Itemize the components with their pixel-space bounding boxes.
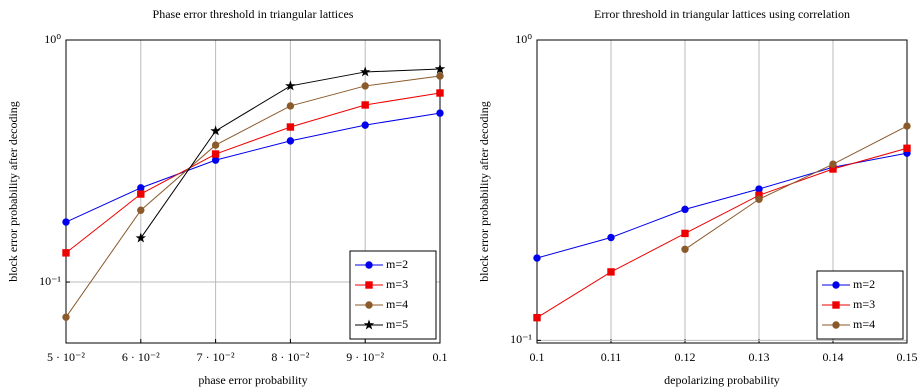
legend-label: m=2	[386, 257, 408, 271]
data-point	[135, 232, 147, 243]
data-point	[903, 122, 911, 130]
series-line	[684, 125, 908, 250]
data-point	[210, 125, 221, 136]
x-tick-label: 0.12	[675, 350, 696, 364]
data-point	[62, 313, 70, 321]
legend-marker	[365, 301, 373, 309]
legend-marker	[832, 301, 840, 309]
data-point	[286, 102, 295, 110]
data-point	[434, 63, 446, 74]
data-point	[681, 205, 689, 214]
data-point	[607, 233, 615, 242]
series-line	[536, 147, 908, 319]
series-line	[65, 112, 441, 223]
series-line	[65, 75, 441, 318]
x-tick-label: 0.14	[823, 350, 844, 364]
x-tick-label: 0.1	[530, 350, 545, 364]
data-point	[607, 268, 615, 276]
data-point	[286, 123, 295, 131]
legend-marker	[363, 319, 375, 330]
data-point	[436, 109, 444, 117]
legend-label: m=3	[853, 297, 875, 311]
data-point	[533, 313, 541, 322]
data-point	[533, 254, 541, 262]
y-tick-label: 10⁻¹	[510, 332, 532, 346]
data-point	[829, 160, 837, 168]
series-line	[536, 152, 908, 259]
data-point	[361, 82, 369, 90]
x-tick-label: 0.15	[897, 350, 918, 364]
x-tick-label: 9 · 10⁻²	[346, 350, 384, 364]
x-tick-label: 0.1	[433, 350, 448, 364]
data-point	[681, 245, 689, 253]
legend-marker	[832, 321, 840, 329]
data-point	[903, 144, 911, 152]
legend-label: m=4	[853, 317, 875, 331]
data-point	[62, 218, 70, 226]
x-tick-label: 0.11	[601, 350, 622, 364]
x-tick-label: 8 · 10⁻²	[271, 350, 309, 364]
y-axis-label: block error probability after decoding	[477, 101, 491, 282]
data-point	[361, 101, 369, 109]
legend-label: m=4	[386, 297, 408, 311]
series-line	[65, 92, 441, 254]
chart-title: Error threshold in triangular lattices u…	[594, 7, 850, 21]
plot-frame	[65, 39, 441, 344]
x-tick-label: 6 · 10⁻²	[122, 350, 160, 364]
data-point	[62, 249, 70, 257]
data-point	[211, 150, 220, 158]
data-point	[285, 80, 296, 91]
data-point	[436, 89, 444, 97]
data-point	[211, 141, 220, 149]
data-point	[359, 66, 371, 77]
y-tick-label: 10⁰	[515, 32, 532, 46]
legend-label: m=5	[386, 317, 408, 331]
x-axis-label: depolarizing probability	[664, 373, 780, 387]
data-point	[137, 184, 145, 192]
y-axis-label: block error probability after decoding	[6, 101, 20, 282]
x-tick-label: 0.13	[749, 350, 770, 364]
x-tick-label: 7 · 10⁻²	[197, 350, 235, 364]
y-tick-label: 10⁰	[44, 32, 61, 46]
plot-frame	[536, 39, 908, 344]
data-point	[286, 137, 295, 145]
data-point	[755, 185, 763, 193]
data-point	[681, 229, 689, 238]
legend-marker	[365, 261, 373, 269]
data-point	[755, 195, 763, 203]
legend-box	[349, 250, 437, 340]
legend-label: m=3	[386, 277, 408, 291]
legend-marker	[832, 281, 840, 289]
legend-marker	[365, 281, 373, 289]
data-point	[436, 72, 444, 80]
data-point	[137, 206, 145, 214]
y-tick-label: 10⁻¹	[39, 274, 61, 288]
legend-label: m=2	[853, 277, 875, 291]
data-point	[361, 121, 369, 129]
x-tick-label: 5 · 10⁻²	[47, 350, 85, 364]
data-point	[211, 156, 220, 164]
chart-title: Phase error threshold in triangular latt…	[153, 7, 354, 21]
data-point	[137, 190, 145, 198]
x-axis-label: phase error probability	[198, 373, 307, 387]
